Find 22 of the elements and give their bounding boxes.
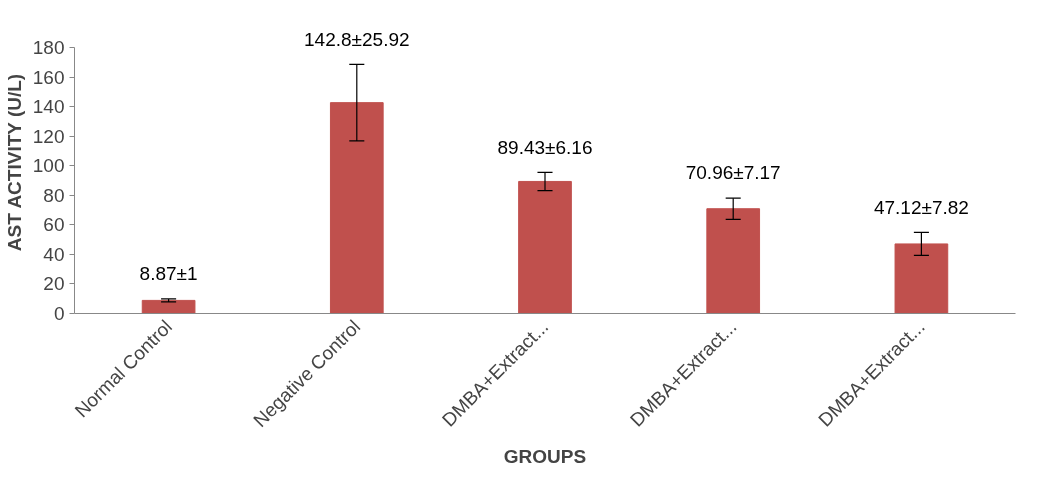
data-label: 142.8±25.92 [304,28,410,50]
y-tick-label: 180 [32,37,65,59]
y-tick-label: 60 [43,214,65,236]
y-tick-label: 40 [43,243,65,265]
y-tick-label: 160 [32,66,65,88]
y-tick-label: 100 [32,155,65,177]
y-tick-label: 140 [32,96,65,118]
data-label: 89.43±6.16 [497,136,593,158]
bar [141,299,196,314]
data-label: 70.96±7.17 [685,162,781,184]
y-tick-label: 20 [43,273,65,295]
bar [518,180,572,314]
y-tick-label: 80 [43,184,65,206]
y-tick-label: 0 [53,303,65,324]
y-tick-label: 120 [32,125,65,147]
bar [894,243,949,314]
data-label: 47.12±7.82 [873,196,969,218]
data-label: 8.87±1 [139,263,198,285]
x-axis-title: GROUPS [503,446,587,468]
bar [706,208,761,314]
y-axis-title: AST ACTIVITY (U/L) [3,73,25,252]
bar [329,102,384,314]
